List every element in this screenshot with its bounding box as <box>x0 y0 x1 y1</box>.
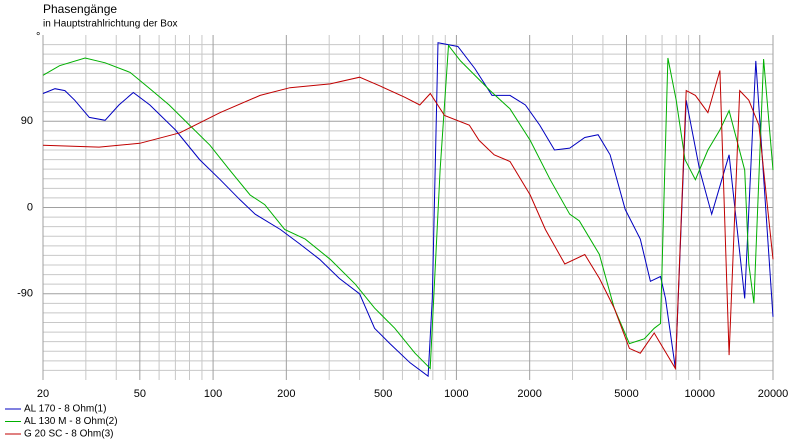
y-axis-label: ° <box>36 31 40 43</box>
legend-label: G 20 SC - 8 Ohm(3) <box>24 429 113 440</box>
x-tick-label: 5000 <box>614 388 638 400</box>
legend-label: AL 130 M - 8 Ohm(2) <box>24 416 118 427</box>
chart-subtitle: in Hauptstrahlrichtung der Box <box>43 19 178 30</box>
series-line <box>42 44 774 370</box>
series-line <box>42 70 774 371</box>
y-tick-label: 0 <box>27 201 33 213</box>
x-tick-label: 10000 <box>684 388 715 400</box>
x-tick-label: 2000 <box>517 388 541 400</box>
x-tick-label: 200 <box>277 388 295 400</box>
x-tick-label: 1000 <box>444 388 468 400</box>
y-tick-label: 90 <box>21 115 33 127</box>
series-line <box>42 42 774 378</box>
chart-title: Phasengänge <box>43 2 117 16</box>
x-tick-label: 100 <box>204 388 222 400</box>
x-tick-label: 20 <box>37 388 49 400</box>
x-tick-label: 20000 <box>758 388 789 400</box>
x-tick-label: 500 <box>374 388 392 400</box>
x-tick-label: 50 <box>134 388 146 400</box>
legend-label: AL 170 - 8 Ohm(1) <box>24 404 106 415</box>
y-tick-label: -90 <box>17 288 33 300</box>
